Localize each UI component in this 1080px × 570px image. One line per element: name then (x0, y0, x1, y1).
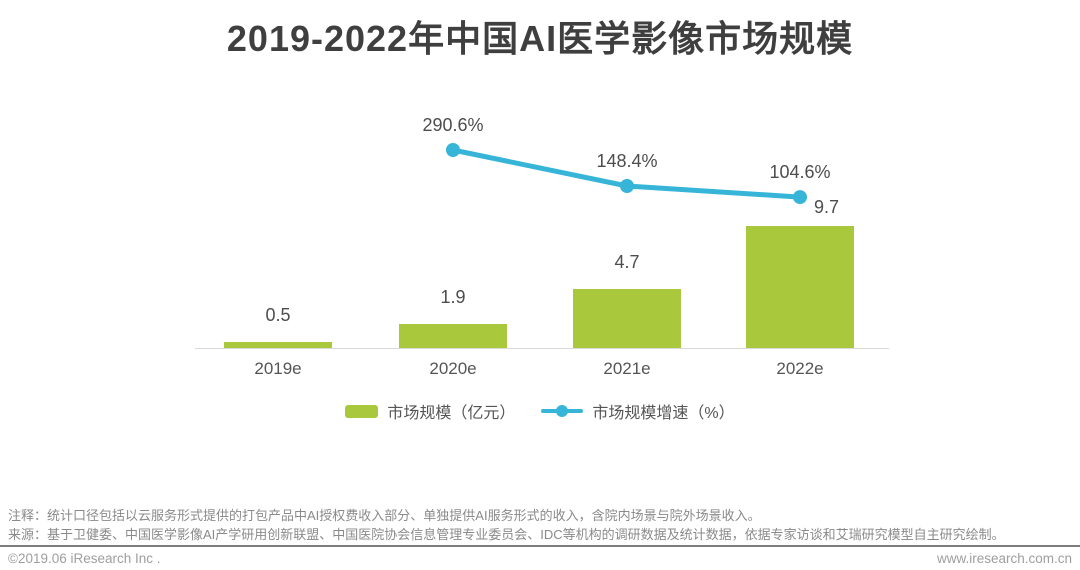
bar-value-label: 1.9 (440, 287, 466, 308)
growth-value-label: 148.4% (596, 151, 658, 172)
market-size-bar (746, 226, 854, 348)
footer: ©2019.06 iResearch Inc . www.iresearch.c… (8, 551, 1072, 566)
bar-value-label: 9.7 (814, 197, 840, 217)
growth-value-label: 104.6% (769, 162, 831, 183)
market-size-bar (224, 341, 332, 348)
note-statistics-scope: 注释：统计口径包括以云服务形式提供的打包产品中AI授权费收入部分、单独提供AI服… (8, 508, 761, 523)
footer-divider (0, 545, 1080, 547)
x-axis-line (195, 348, 889, 349)
footnotes: 注释：统计口径包括以云服务形式提供的打包产品中AI授权费收入部分、单独提供AI服… (8, 506, 1072, 544)
legend-label-growth-rate: 市场规模增速（%） (592, 405, 735, 422)
line-point (446, 143, 460, 157)
market-size-bar (573, 289, 681, 348)
x-axis-label: 2019e (254, 359, 302, 378)
bar-value-label: 4.7 (614, 252, 640, 272)
line-point (793, 190, 807, 205)
x-axis-label: 2022e (776, 359, 824, 378)
website-text: www.iresearch.com.cn (936, 551, 1072, 566)
bar-value-label: 0.5 (265, 304, 291, 325)
legend-item-market-size: 市场规模（亿元） (345, 399, 515, 423)
market-size-bar (399, 324, 507, 348)
legend-label-market-size: 市场规模（亿元） (387, 405, 516, 422)
note-data-source: 来源：基于卫健委、中国医学影像AI产学研用创新联盟、中国医院协会信息管理专业委员… (8, 527, 1005, 542)
page-title: 2019-2022年中国AI医学影像市场规模 (226, 18, 854, 59)
x-axis-label: 2021e (603, 359, 651, 378)
copyright-text: ©2019.06 iResearch Inc . (8, 551, 161, 566)
line-series-marker-icon (541, 405, 584, 417)
growth-value-label: 290.6% (422, 115, 484, 136)
chart-legend: 市场规模（亿元） 市场规模增速（%） (0, 399, 1080, 423)
x-axis-label: 2020e (429, 359, 477, 378)
legend-item-growth-rate: 市场规模增速（%） (541, 399, 735, 423)
bar-series-swatch (345, 404, 379, 418)
line-point (620, 179, 634, 193)
